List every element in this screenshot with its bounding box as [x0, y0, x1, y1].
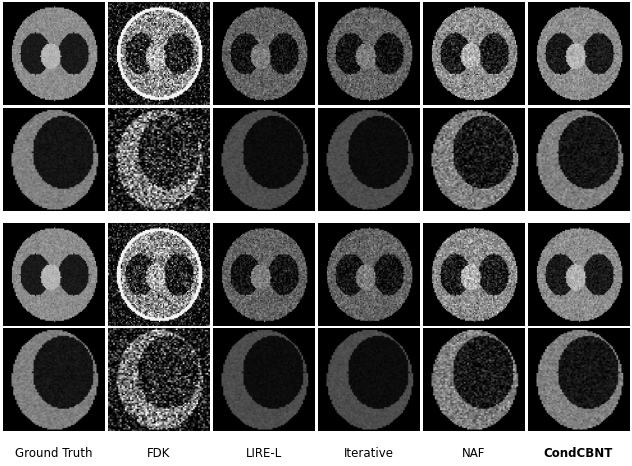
- Text: LIRE-L: LIRE-L: [245, 447, 282, 460]
- Text: CondCBNT: CondCBNT: [544, 447, 613, 460]
- Text: Iterative: Iterative: [343, 447, 394, 460]
- Text: Ground Truth: Ground Truth: [15, 447, 92, 460]
- Text: FDK: FDK: [147, 447, 170, 460]
- Text: NAF: NAF: [462, 447, 485, 460]
